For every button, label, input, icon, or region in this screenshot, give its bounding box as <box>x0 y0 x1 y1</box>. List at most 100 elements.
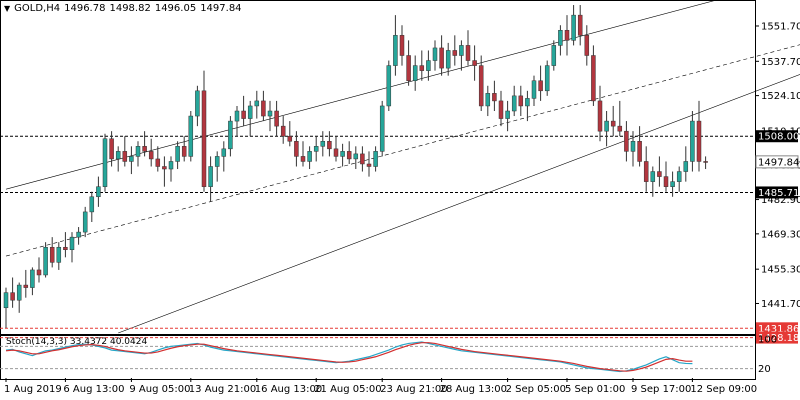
dropdown-triangle-icon[interactable]: ▼ <box>4 4 11 13</box>
bear-candle[interactable] <box>36 269 42 276</box>
bull-candle[interactable] <box>313 146 319 152</box>
bear-candle[interactable] <box>591 55 596 102</box>
bull-candle[interactable] <box>525 98 530 107</box>
bull-candle[interactable] <box>76 231 81 238</box>
bull-candle[interactable] <box>234 110 240 122</box>
bear-candle[interactable] <box>49 246 55 263</box>
bull-candle[interactable] <box>445 50 451 69</box>
bull-candle[interactable] <box>551 45 557 66</box>
bear-candle[interactable] <box>274 110 279 127</box>
bear-candle[interactable] <box>624 130 629 152</box>
bull-candle[interactable] <box>511 95 517 112</box>
bear-candle[interactable] <box>696 120 702 162</box>
bull-candle[interactable] <box>254 100 260 107</box>
bear-candle[interactable] <box>439 47 444 69</box>
bear-candle[interactable] <box>406 55 411 81</box>
bull-candle[interactable] <box>373 151 378 167</box>
bear-candle[interactable] <box>201 90 207 187</box>
bear-candle[interactable] <box>261 100 266 117</box>
bear-candle[interactable] <box>492 93 497 102</box>
bull-candle[interactable] <box>432 47 438 61</box>
bear-candle[interactable] <box>657 171 662 177</box>
bear-candle[interactable] <box>518 95 524 107</box>
bear-candle[interactable] <box>465 45 471 61</box>
bull-candle[interactable] <box>505 110 510 119</box>
bull-candle[interactable] <box>69 236 75 251</box>
bull-candle[interactable] <box>379 105 385 152</box>
bear-candle[interactable] <box>472 60 477 66</box>
bull-candle[interactable] <box>16 284 22 301</box>
bear-candle[interactable] <box>610 120 616 127</box>
bear-candle[interactable] <box>617 125 623 132</box>
bull-candle[interactable] <box>571 14 576 41</box>
bear-candle[interactable] <box>564 30 570 41</box>
bull-candle[interactable] <box>320 141 326 147</box>
bear-candle[interactable] <box>419 65 425 71</box>
bear-candle[interactable] <box>703 161 708 163</box>
bull-candle[interactable] <box>670 181 675 187</box>
bear-candle[interactable] <box>10 292 15 301</box>
bull-candle[interactable] <box>412 65 418 81</box>
bear-candle[interactable] <box>577 14 583 36</box>
bear-candle[interactable] <box>346 151 352 160</box>
bull-candle[interactable] <box>426 60 431 71</box>
bull-candle[interactable] <box>386 65 392 107</box>
bull-candle[interactable] <box>30 269 35 288</box>
bear-candle[interactable] <box>155 158 161 167</box>
bull-candle[interactable] <box>676 171 682 182</box>
bear-candle[interactable] <box>366 163 372 167</box>
bull-candle[interactable] <box>3 292 9 309</box>
bull-candle[interactable] <box>393 35 398 66</box>
bear-candle[interactable] <box>399 35 405 56</box>
bull-candle[interactable] <box>485 93 491 107</box>
channel-line[interactable] <box>5 0 778 190</box>
bear-candle[interactable] <box>148 151 154 160</box>
bull-candle[interactable] <box>43 246 48 276</box>
bull-candle[interactable] <box>340 151 345 157</box>
bull-candle[interactable] <box>56 246 62 263</box>
bear-candle[interactable] <box>181 146 187 157</box>
bull-candle[interactable] <box>82 211 88 233</box>
bear-candle[interactable] <box>637 141 642 162</box>
bear-candle[interactable] <box>360 153 365 165</box>
bull-candle[interactable] <box>89 196 95 213</box>
bear-candle[interactable] <box>287 135 293 142</box>
bear-candle[interactable] <box>300 156 306 162</box>
bear-candle[interactable] <box>643 161 649 182</box>
bull-candle[interactable] <box>228 120 233 150</box>
bull-candle[interactable] <box>267 110 273 117</box>
bull-candle[interactable] <box>683 161 689 172</box>
bear-candle[interactable] <box>294 141 299 157</box>
bear-candle[interactable] <box>498 100 504 119</box>
bull-candle[interactable] <box>214 156 220 167</box>
bull-candle[interactable] <box>168 161 174 170</box>
bull-candle[interactable] <box>353 153 359 160</box>
bull-candle[interactable] <box>544 65 550 92</box>
stoch-signal-line[interactable] <box>5 342 693 372</box>
channel-line[interactable] <box>118 5 800 334</box>
bear-candle[interactable] <box>142 146 147 152</box>
bear-candle[interactable] <box>327 141 332 150</box>
bear-candle[interactable] <box>333 148 339 157</box>
bull-candle[interactable] <box>102 138 108 187</box>
bear-candle[interactable] <box>584 35 590 56</box>
bear-candle[interactable] <box>280 125 286 137</box>
bull-candle[interactable] <box>195 90 200 117</box>
bull-candle[interactable] <box>175 146 180 162</box>
bull-candle[interactable] <box>630 141 636 152</box>
bull-candle[interactable] <box>188 115 194 157</box>
bear-candle[interactable] <box>63 246 68 251</box>
bull-candle[interactable] <box>558 30 563 46</box>
bull-candle[interactable] <box>307 151 312 162</box>
bull-candle[interactable] <box>135 146 141 157</box>
bear-candle[interactable] <box>23 284 29 288</box>
bear-candle[interactable] <box>109 138 114 160</box>
bull-candle[interactable] <box>208 166 213 187</box>
bear-candle[interactable] <box>663 176 669 187</box>
bull-candle[interactable] <box>247 105 253 119</box>
bear-candle[interactable] <box>452 50 458 56</box>
bear-candle[interactable] <box>122 151 128 162</box>
bull-candle[interactable] <box>690 120 695 162</box>
bear-candle[interactable] <box>241 110 246 119</box>
